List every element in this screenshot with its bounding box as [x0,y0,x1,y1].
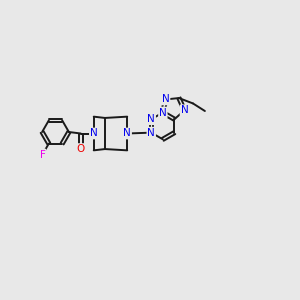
Text: N: N [90,128,98,139]
Text: N: N [147,128,155,138]
Text: N: N [159,107,167,118]
Text: N: N [162,94,170,104]
Text: N: N [123,128,131,139]
Text: N: N [181,105,188,115]
Text: F: F [40,149,45,160]
Text: N: N [147,114,155,124]
Text: O: O [76,144,85,154]
